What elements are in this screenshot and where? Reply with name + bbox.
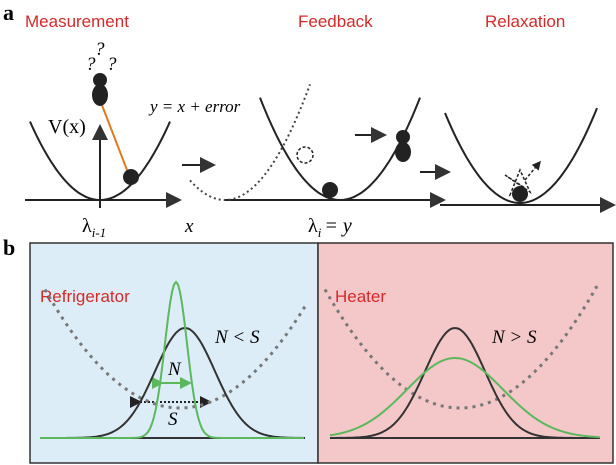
relation: N > S	[491, 327, 537, 348]
panel-title: Heater	[335, 287, 386, 306]
step-title: Measurement	[25, 12, 129, 31]
potential-label: V(x)	[48, 116, 86, 138]
width-label: N	[167, 359, 182, 380]
question-mark: ?	[95, 39, 105, 60]
equation: y = x + error	[148, 97, 241, 116]
relation: N < S	[214, 327, 260, 348]
width-label: S	[168, 409, 178, 430]
balls	[92, 73, 528, 202]
axis-label: x	[184, 216, 194, 237]
panel-label: a	[3, 0, 14, 25]
question-mark: ?	[107, 54, 117, 75]
step-title: Feedback	[298, 12, 373, 31]
figure: a Measurement Feedback Relaxation ? ? ? …	[0, 0, 616, 465]
panel-box	[30, 243, 318, 463]
panel-label: b	[3, 235, 15, 260]
lambda-label: λi-1	[82, 215, 106, 240]
panel-box	[318, 243, 613, 463]
step-title: Relaxation	[485, 12, 565, 31]
lambda-label: λi= y	[308, 215, 352, 240]
